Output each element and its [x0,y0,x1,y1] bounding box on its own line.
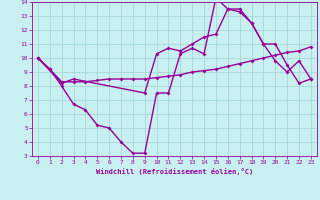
X-axis label: Windchill (Refroidissement éolien,°C): Windchill (Refroidissement éolien,°C) [96,168,253,175]
